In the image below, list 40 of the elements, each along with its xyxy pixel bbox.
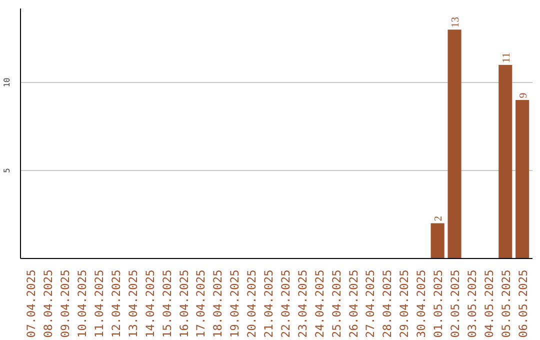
x-tick-label: 03.05.2025 — [464, 270, 479, 338]
x-tick-label: 19.04.2025 — [228, 270, 242, 338]
data-label: 2 — [434, 216, 445, 222]
x-tick-label: 17.04.2025 — [194, 270, 208, 338]
x-tick-label: 20.04.2025 — [244, 270, 259, 338]
x-tick-label: 22.04.2025 — [278, 270, 292, 338]
x-tick-label: 28.04.2025 — [380, 270, 394, 338]
y-tick-label: 10 — [2, 77, 12, 88]
x-tick-label: 11.04.2025 — [92, 270, 106, 338]
x-tick-label: 01.05.2025 — [431, 270, 446, 338]
x-tick-label: 07.04.2025 — [24, 270, 38, 338]
x-tick-label: 08.04.2025 — [41, 270, 56, 338]
x-tick-label: 26.04.2025 — [346, 270, 360, 338]
x-tick-label: 25.04.2025 — [329, 270, 344, 338]
x-tick-label: 09.04.2025 — [58, 270, 72, 338]
data-label: 9 — [518, 92, 530, 98]
x-tick-label: 14.04.2025 — [142, 270, 157, 338]
x-tick-label: 23.04.2025 — [295, 270, 310, 338]
x-tick-label: 21.04.2025 — [262, 270, 276, 338]
bar — [498, 64, 512, 258]
x-tick-label: 27.04.2025 — [363, 270, 378, 338]
x-tick-label: 10.04.2025 — [75, 270, 90, 338]
bar — [516, 100, 530, 258]
x-tick-label: 02.05.2025 — [448, 270, 462, 338]
data-label: 13 — [450, 16, 462, 28]
x-tick-label: 24.04.2025 — [312, 270, 326, 338]
x-tick-label: 13.04.2025 — [126, 270, 140, 338]
x-tick-label: 12.04.2025 — [108, 270, 123, 338]
bar — [448, 30, 462, 258]
x-tick-label: 16.04.2025 — [176, 270, 191, 338]
x-tick-label: 06.05.2025 — [516, 270, 530, 338]
x-tick-label: 05.05.2025 — [498, 270, 513, 338]
x-tick-label: 30.04.2025 — [414, 270, 428, 338]
x-tick-label: 29.04.2025 — [397, 270, 412, 338]
y-tick-label: 5 — [2, 168, 12, 173]
x-tick-label: 04.05.2025 — [482, 270, 496, 338]
x-tick-label: 15.04.2025 — [160, 270, 174, 338]
x-tick-label: 18.04.2025 — [210, 270, 225, 338]
bar — [430, 223, 444, 258]
data-label: 11 — [501, 52, 512, 63]
